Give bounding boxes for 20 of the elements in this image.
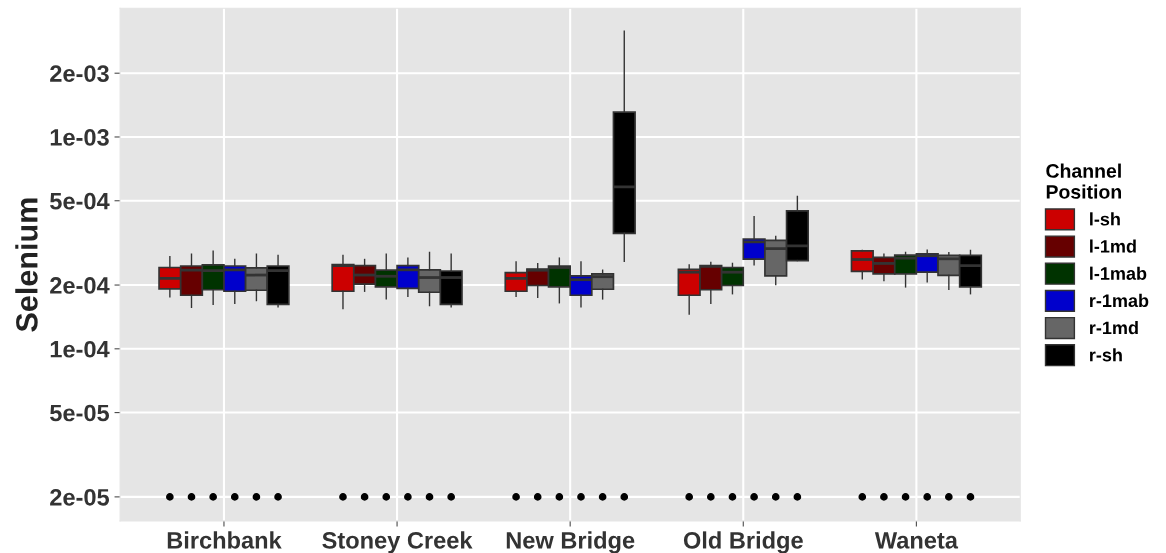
y-tick-label: 5e-05 [50, 404, 110, 422]
y-tick-label: 5e-04 [50, 192, 110, 210]
y-tick-label: 1e-04 [50, 340, 110, 358]
x-tick-label: Stoney Creek [322, 531, 473, 553]
legend-label: l-1mab [1090, 266, 1147, 280]
x-tick-label: New Bridge [506, 531, 635, 553]
y-tick-label: 2e-04 [50, 277, 110, 294]
legend-label: r-sh [1090, 348, 1122, 362]
x-tick-label: Waneta [874, 532, 959, 549]
y-axis-title: Selenium [15, 198, 38, 332]
legend-label: l-sh [1090, 212, 1120, 226]
y-tick-label: 2e-03 [50, 65, 109, 83]
y-tick-label: 1e-03 [50, 129, 109, 146]
legend-label: r-1md [1090, 320, 1138, 335]
x-tick-label: Old Bridge [683, 531, 803, 553]
x-tick-label: Birchbank [167, 531, 282, 549]
legend-label: l-1md [1090, 239, 1136, 253]
legend-title: Channel Position [1046, 163, 1121, 199]
legend-label: r-1mab [1090, 293, 1149, 308]
y-tick-label: 2e-05 [50, 488, 110, 506]
